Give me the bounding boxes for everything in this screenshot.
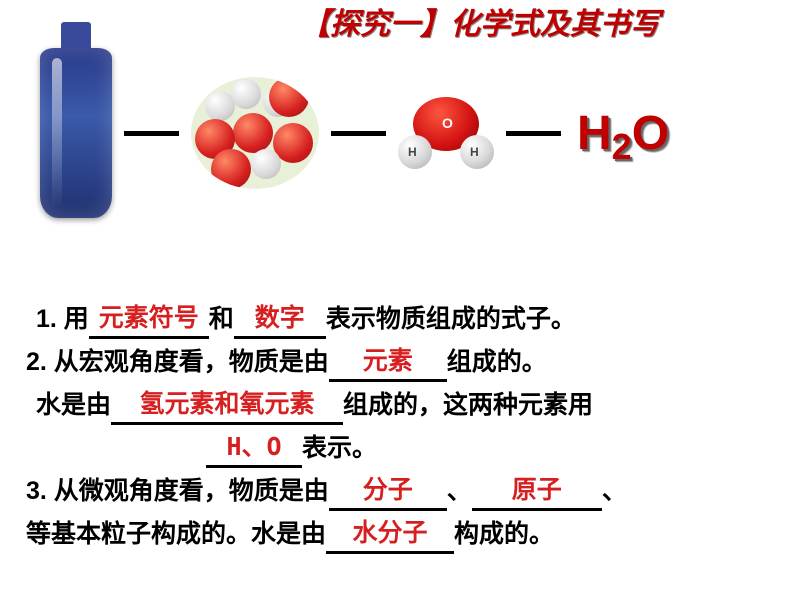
q1-blank2: 数字 (234, 296, 326, 339)
red-sphere-icon (233, 113, 273, 153)
q1-fill2: 数字 (255, 304, 305, 332)
q1-prefix: 1. 用 (36, 305, 89, 333)
q2-l3-blank: H、O (206, 425, 302, 468)
q2-l2-fill: 氢元素和氧元素 (140, 390, 315, 418)
oxygen-label: O (442, 115, 453, 131)
question-1: 1. 用元素符号和数字表示物质组成的式子。 (36, 296, 756, 339)
connector-dash (331, 131, 386, 136)
visual-row: O H H H2O (40, 48, 669, 218)
q2-l1-blank: 元素 (329, 339, 447, 382)
q2-l1-suffix: 组成的。 (447, 348, 547, 376)
chemical-formula: H2O (577, 106, 669, 161)
q1-mid: 和 (209, 305, 234, 333)
q2-l1-fill: 元素 (363, 347, 413, 375)
q2-l3-fill: H、O (226, 432, 281, 461)
q3-l1-blank2: 原子 (472, 468, 602, 511)
q3-l2-suffix: 构成的。 (454, 520, 554, 548)
q3-l1-suffix: 、 (602, 477, 627, 505)
q3-l2-fill: 水分子 (353, 519, 428, 547)
question-2-line1: 2. 从宏观角度看，物质是由 元素 组成的。 (26, 339, 756, 382)
red-sphere-icon (269, 77, 309, 117)
content-body: 1. 用元素符号和数字表示物质组成的式子。 2. 从宏观角度看，物质是由元素组成… (36, 296, 756, 554)
q1-blank1: 元素符号 (89, 296, 209, 339)
connector-dash (124, 131, 179, 136)
q2-l3-suffix: 表示。 (302, 434, 377, 462)
q3-l1-blank1: 分子 (329, 468, 447, 511)
q3-l2-prefix: 等基本粒子构成的。水是由 (26, 520, 326, 548)
q3-l1-fill2: 原子 (512, 476, 562, 504)
white-sphere-icon (231, 79, 261, 109)
q3-l1-mid: 、 (447, 477, 472, 505)
question-2-line3: H、O 表示。 (36, 425, 756, 468)
q3-l1-prefix: 3. 从微观角度看，物质是由 (26, 477, 329, 505)
hydrogen-label: H (408, 145, 417, 159)
atom-cluster-image (191, 77, 319, 189)
q2-l2-prefix: 水是由 (36, 391, 111, 419)
connector-dash (506, 131, 561, 136)
q2-l1-prefix: 2. 从宏观角度看，物质是由 (26, 348, 329, 376)
q1-fill1: 元素符号 (99, 304, 199, 332)
question-3-line1: 3. 从微观角度看，物质是由 分子 、 原子 、 (26, 468, 756, 511)
hydrogen-label: H (470, 145, 479, 159)
white-sphere-icon (251, 149, 281, 179)
question-3-line2: 等基本粒子构成的。水是由水分子构成的。 (26, 511, 756, 554)
water-bottle-image (40, 48, 112, 218)
question-2-line2: 水是由 氢元素和氧元素组成的，这两种元素用 (36, 382, 756, 425)
q2-l2-blank: 氢元素和氧元素 (111, 382, 343, 425)
section-title: 【探究一】化学式及其书写 (300, 6, 780, 44)
q1-suffix: 表示物质组成的式子。 (326, 305, 576, 333)
q3-l1-fill1: 分子 (363, 476, 413, 504)
q3-l2-blank: 水分子 (326, 511, 454, 554)
water-molecule-model: O H H (398, 97, 494, 169)
red-sphere-icon (211, 149, 251, 189)
q2-l2-suffix: 组成的，这两种元素用 (343, 391, 593, 419)
